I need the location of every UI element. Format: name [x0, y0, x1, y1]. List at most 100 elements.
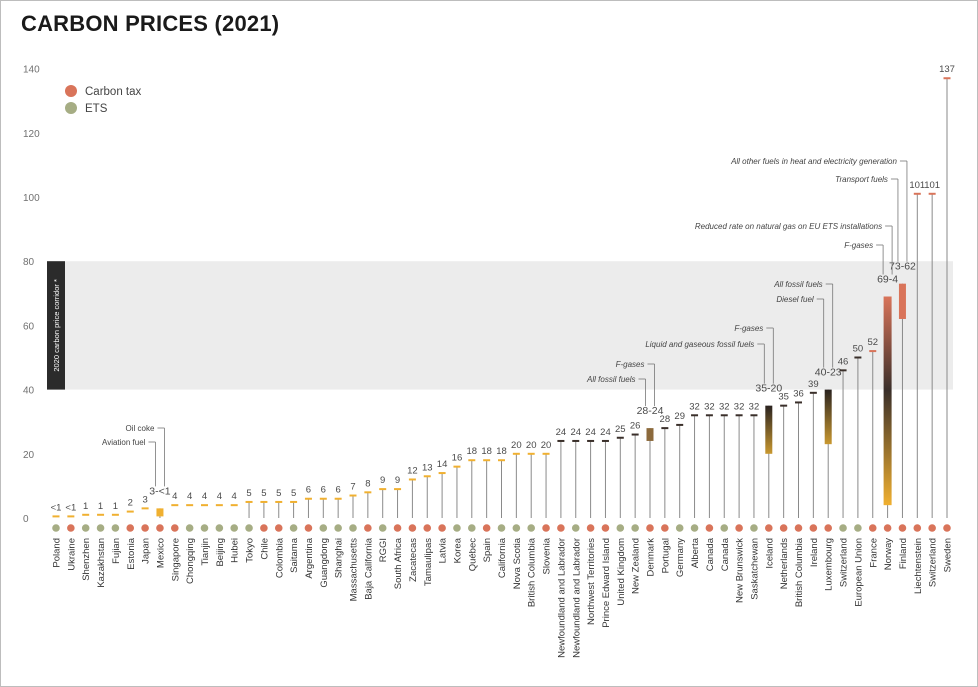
bar-value-label: 6 [321, 485, 326, 496]
bar-type-dot [141, 524, 149, 532]
bar-range [765, 405, 773, 454]
legend-ets-swatch [65, 102, 77, 114]
bar-value-label: 20 [526, 440, 537, 451]
bar-value-label: 7 [350, 482, 355, 493]
category-label: Guangdong [319, 538, 330, 588]
bar-value-label: 32 [719, 401, 730, 412]
bar-type-dot [854, 524, 862, 532]
bar-type-dot [661, 524, 669, 532]
bar-value-label: 137 [939, 64, 955, 75]
bar-range [883, 296, 892, 506]
bar-type-dot [675, 524, 684, 532]
bar-type-dot [631, 524, 639, 532]
category-label: Baja California [363, 537, 374, 599]
bar-value-label: 24 [600, 427, 611, 438]
bar-type-dot [274, 524, 283, 532]
bar-value-label: 35 [778, 392, 789, 403]
bar-value-label: 6 [306, 485, 311, 496]
legend-tax-swatch [65, 85, 77, 97]
bar-type-dot [720, 524, 729, 532]
bar-range [898, 283, 906, 319]
category-label: Korea [452, 537, 463, 563]
bar-type-dot [96, 524, 105, 532]
bar-value-label: 28 [660, 414, 671, 425]
bar-value-label: 24 [556, 427, 567, 438]
category-label: British Columbia [527, 537, 538, 607]
bar-value-label: 6 [336, 485, 341, 496]
bar-value-label: 5 [291, 488, 296, 499]
category-label: New Brunswick [735, 538, 746, 603]
category-label: Switzerland [839, 538, 850, 587]
bar-type-dot [735, 524, 743, 532]
bar-value-label: 32 [749, 401, 760, 412]
category-label: Newfoundland and Labrador [556, 538, 567, 658]
bar-type-dot [705, 524, 714, 532]
bar-value-label: 73-62 [889, 261, 916, 273]
bar-type-dot [200, 524, 209, 532]
category-label: Argentina [304, 537, 315, 578]
legend-tax-label: Carbon tax [85, 86, 142, 98]
category-label: Tianjin [200, 538, 211, 566]
bar-value-label: 4 [232, 491, 237, 502]
bar-type-dot [913, 524, 922, 532]
category-label: Zacatecas [408, 538, 419, 582]
bar-value-label: 5 [276, 488, 281, 499]
bar-value-label: 25 [615, 424, 626, 435]
category-label: California [497, 537, 508, 578]
bar-type-dot [497, 524, 506, 532]
price-corridor-band [47, 261, 953, 390]
bar-type-dot [289, 524, 298, 532]
category-label: Nova Scotia [512, 537, 523, 589]
category-label: Liechtenstein [913, 538, 924, 594]
category-label: Ireland [809, 538, 820, 567]
category-label: Tamaulipas [423, 538, 434, 586]
annotation-label: Liquid and gaseous fossil fuels [645, 340, 754, 349]
chart-title: CARBON PRICES (2021) [21, 11, 280, 36]
bar-type-dot [542, 524, 550, 532]
bar-value-label: 101 [909, 180, 925, 191]
bar-value-label: 32 [734, 401, 745, 412]
price-corridor-tab [47, 261, 65, 390]
bar-value-label: 16 [452, 453, 463, 464]
bar-value-label: 39 [808, 379, 819, 390]
category-label: Tokyo [245, 538, 256, 563]
bar-value-label: 20 [541, 440, 552, 451]
category-label: Beijing [215, 538, 226, 567]
bar-value-label: 28-24 [637, 405, 664, 417]
category-label: Luxembourg [824, 538, 835, 591]
bar-type-dot [468, 524, 476, 532]
category-label: European Union [853, 538, 864, 607]
bar-value-label: 5 [261, 488, 266, 499]
bar-value-label: 9 [395, 475, 400, 486]
bar-value-label: 32 [689, 401, 700, 412]
bar-type-dot [334, 524, 342, 532]
category-label: France [868, 538, 879, 568]
category-label: Québec [467, 538, 478, 572]
category-label: Prince Edward Island [601, 538, 612, 628]
bar-value-label: 5 [246, 488, 251, 499]
bar-value-label: 50 [853, 344, 864, 355]
category-label: Latvia [438, 537, 449, 563]
annotation-label: All other fuels in heat and electricity … [730, 157, 897, 166]
category-label: South Africa [393, 537, 404, 589]
bar-type-dot [453, 524, 461, 532]
category-label: Chongqing [185, 538, 196, 584]
category-label: Switzerland [928, 538, 939, 587]
category-label: New Zealand [631, 538, 642, 594]
category-label: Shenzhen [81, 538, 92, 581]
y-tick-label: 100 [23, 193, 40, 204]
price-corridor-label: 2020 carbon price corridor * [52, 279, 61, 372]
bar-type-dot [557, 524, 565, 532]
category-label: Canada [720, 537, 731, 571]
bar-type-dot [616, 524, 625, 532]
bar-value-label: 2 [128, 498, 133, 509]
bar-type-dot [868, 524, 877, 532]
category-label: Portugal [660, 538, 671, 573]
bar-range [156, 508, 164, 517]
bar-value-label: 4 [202, 491, 207, 502]
bar-value-label: 1 [113, 501, 118, 512]
bar-value-label: <1 [51, 502, 62, 513]
bar-type-dot [171, 524, 179, 532]
